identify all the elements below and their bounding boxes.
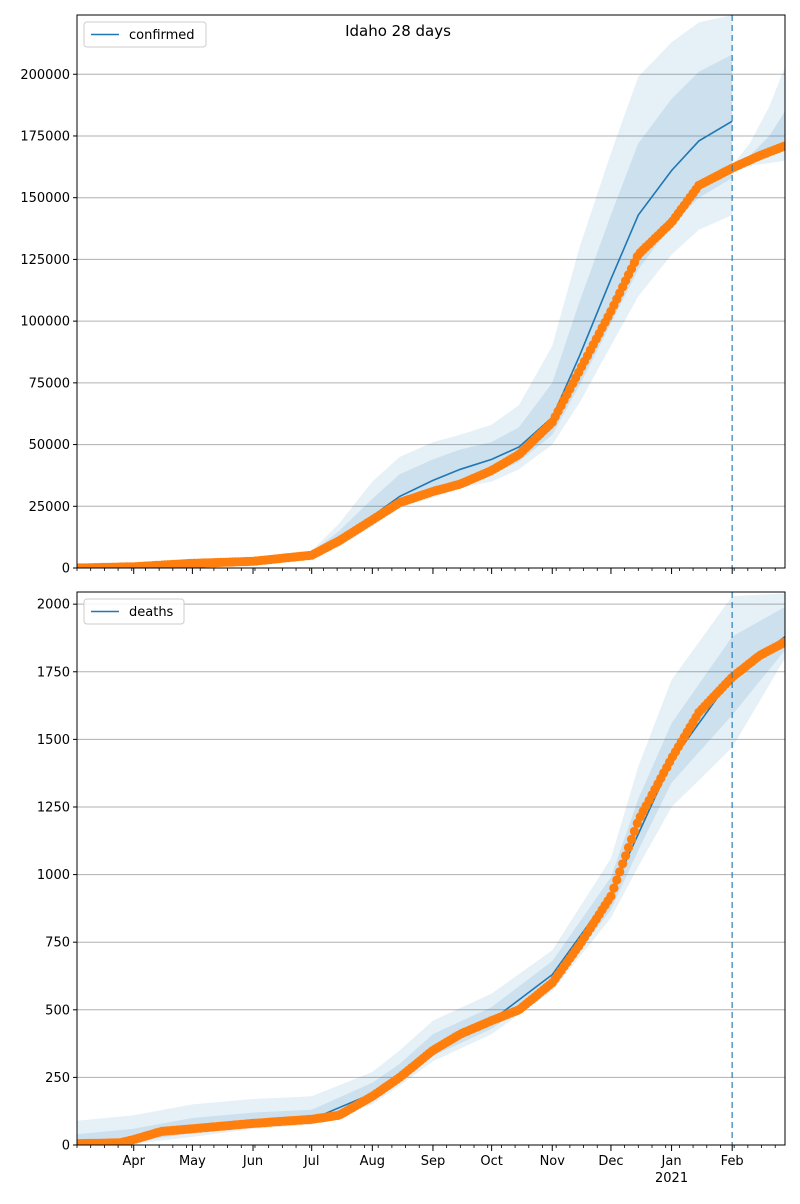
- observed-point: [612, 875, 622, 885]
- chart-title: Idaho 28 days: [345, 22, 451, 40]
- legend: deaths: [83, 598, 185, 625]
- observed-point: [626, 834, 637, 845]
- y-tick-label: 125000: [20, 253, 70, 268]
- y-tick-label: 175000: [20, 129, 70, 144]
- legend: confirmed: [83, 21, 207, 48]
- x-tick-label: Jun: [242, 1154, 263, 1169]
- legend-label: deaths: [129, 605, 174, 620]
- uncertainty-band: [77, 54, 733, 568]
- legend-label: confirmed: [129, 28, 195, 43]
- x-tick-label: May: [179, 1154, 206, 1169]
- x-tick-label: Apr: [122, 1154, 145, 1169]
- axes-frame: [76, 14, 786, 569]
- y-tick-label: 500: [45, 1003, 70, 1018]
- observed-point: [618, 859, 628, 869]
- panel-deaths: 0 250 500 750 1000 1250 1500 1750 2000 Apr May Jun J…: [37, 591, 786, 1186]
- y-tick-label: 1000: [37, 868, 70, 883]
- y-tick-label: 250: [45, 1071, 70, 1086]
- y-tick-label: 200000: [20, 68, 70, 83]
- x-tick-label: Aug: [360, 1154, 385, 1169]
- x-tick-label: Oct: [480, 1154, 502, 1169]
- legend-box: [83, 21, 207, 48]
- x-tick-label: Jul: [303, 1154, 320, 1169]
- observed-point: [615, 867, 625, 877]
- x-tick-label: Sep: [421, 1154, 446, 1169]
- y-tick-label: 0: [62, 1139, 70, 1154]
- plot-area: [77, 15, 785, 568]
- y-tick-label: 1500: [37, 733, 70, 748]
- uncertainty-band: [77, 15, 733, 568]
- x-tick-label: Jan: [661, 1154, 682, 1169]
- uncertainty-band: [77, 593, 785, 1145]
- axes-frame: [76, 591, 786, 1146]
- observed-point: [621, 851, 631, 861]
- x-tick-label: Nov: [540, 1154, 566, 1169]
- y-tick-label: 75000: [29, 376, 70, 391]
- y-tick-label: 50000: [29, 438, 70, 453]
- legend-box: [83, 598, 185, 625]
- y-tick-label: 750: [45, 936, 70, 951]
- forecast-band-outer: [732, 66, 785, 169]
- observed-point: [609, 883, 619, 893]
- x-year-label: 2021: [655, 1171, 688, 1186]
- observed-point: [629, 826, 640, 836]
- observed-point: [779, 637, 785, 648]
- x-tick-label: Feb: [721, 1154, 744, 1169]
- observed-point: [623, 842, 634, 853]
- y-tick-label: 25000: [29, 500, 70, 515]
- plot-area: [77, 592, 785, 1145]
- panel-confirmed: 0 25000 50000 75000 100000 125000 150000 175000…: [20, 14, 786, 577]
- y-tick-label: 2000: [37, 598, 70, 613]
- y-tick-label: 1750: [37, 665, 70, 680]
- uncertainty-band: [77, 606, 785, 1145]
- y-tick-label: 100000: [20, 315, 70, 330]
- y-tick-label: 1250: [37, 800, 70, 815]
- y-tick-label: 0: [62, 562, 70, 577]
- observed-point: [606, 891, 616, 901]
- x-tick-label: Dec: [598, 1154, 623, 1169]
- y-tick-label: 150000: [20, 191, 70, 206]
- observed-point: [779, 141, 785, 151]
